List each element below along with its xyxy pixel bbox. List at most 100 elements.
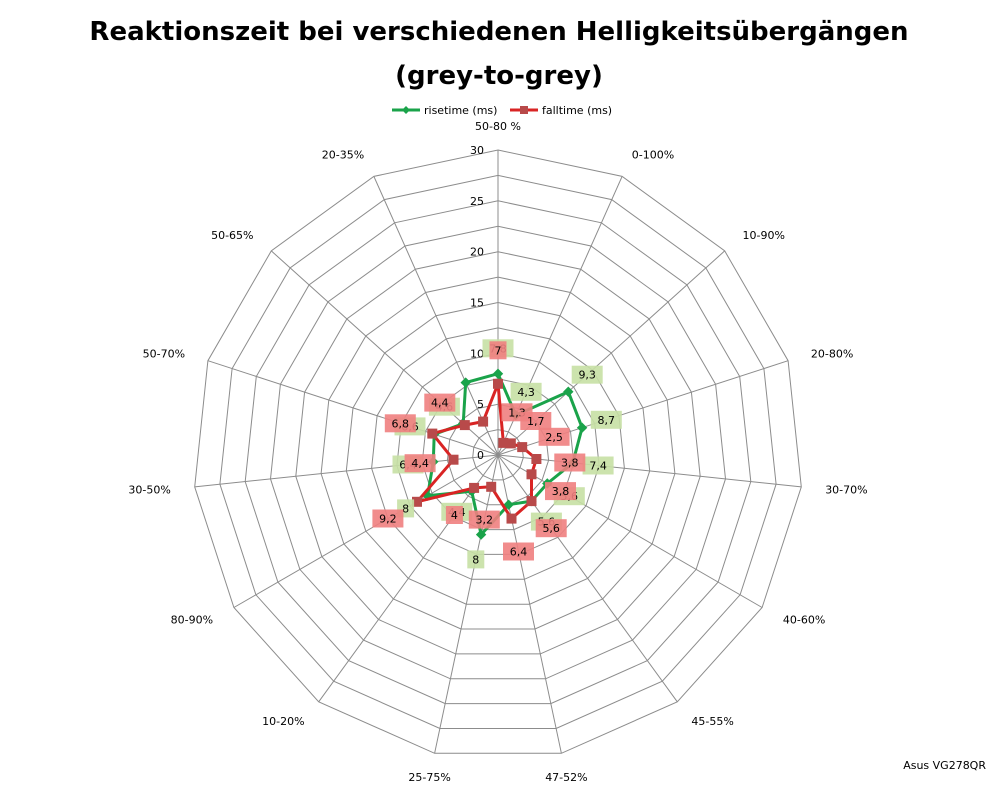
chart-title-line-1: Reaktionszeit bei verschiedenen Helligke… [89,17,909,47]
grid-spoke [497,454,802,488]
data-point-marker [492,368,504,379]
category-label: 45-55% [691,715,733,728]
data-label-bg [582,456,614,475]
category-label: 0-100% [632,148,674,161]
grid-ring [371,327,625,580]
grid-ring [396,352,600,555]
data-point-marker [506,513,517,524]
source-note: Asus VG278QR [903,759,986,772]
data-label: 5,6 [542,522,560,535]
data-label: 1,7 [527,415,545,428]
data-label: 9,3 [578,369,596,382]
radar-data-labels: 7,84,39,38,77,45,65,684,486,46,64,671,31… [372,339,622,569]
data-label-bg [467,550,485,569]
r-tick-label: 30 [470,144,484,157]
data-label-bg [424,393,456,412]
category-label: 80-90% [171,614,213,627]
data-label: 4,4 [411,457,429,470]
data-label-bg [489,341,507,360]
data-label-bg [503,542,534,561]
data-point-marker [448,454,459,465]
chart-title-line-2: (grey-to-grey) [395,61,603,91]
data-label: 6,4 [510,546,528,559]
legend-label: risetime (ms) [424,104,497,117]
data-point-marker [460,377,471,388]
category-label: 10-90% [743,229,785,242]
data-label-bg [554,453,586,472]
category-label: 50-70% [143,347,185,360]
category-label: 50-65% [211,229,253,242]
data-label: 9,2 [379,513,397,526]
data-label-bg [404,454,436,473]
category-label: 20-35% [322,148,364,161]
r-tick-label: 10 [470,347,484,360]
category-label: 30-70% [825,483,867,496]
data-point-marker [493,378,503,389]
legend: risetime (ms) falltime (ms) [392,104,612,117]
category-label: 30-50% [128,483,170,496]
category-label: 40-60% [783,614,825,627]
data-point-marker [531,454,542,464]
data-point-marker [486,481,497,492]
grid-spoke [497,454,678,703]
data-label: 8 [472,553,479,566]
data-label-bg [372,509,404,528]
grid-ring [244,200,752,705]
grid-ring [345,301,651,605]
data-label-bg [545,482,576,501]
data-label: 4 [451,509,458,522]
data-label-bg [571,365,603,384]
grid-spoke [207,360,499,456]
data-label: 4,4 [431,397,449,410]
data-label: 2,5 [545,431,563,444]
data-point-marker [563,386,574,397]
grid-spoke [318,454,499,703]
data-point-marker [475,529,487,540]
grid-ring [320,276,676,630]
data-label: 7 [495,344,502,357]
r-tick-label: 5 [477,398,484,411]
grid-ring [219,174,777,729]
data-point-marker [459,420,470,431]
data-label: 3,8 [561,457,579,470]
r-tick-label: 25 [470,195,484,208]
grid-spoke [373,176,499,456]
grid-spoke [194,454,499,488]
data-point-marker [505,438,516,449]
category-label: 20-80% [811,347,853,360]
grid-ring [269,225,727,680]
grid-spoke [233,454,499,608]
data-label: 8 [402,502,409,515]
category-label: 47-52% [545,771,587,784]
data-point-marker [517,442,528,453]
data-label-bg [468,510,500,529]
category-label: 50-80 % [475,120,521,133]
r-tick-label: 15 [470,297,484,310]
grid-spoke [497,454,763,608]
data-label-bg [535,519,567,538]
legend-label: falltime (ms) [542,104,612,117]
data-point-marker [478,416,489,427]
data-label-bg [590,410,622,429]
grid-ring [421,378,575,531]
data-label: 8,7 [598,414,616,427]
data-label: 6,8 [392,417,410,430]
data-label-bg [384,414,416,433]
category-label: 10-20% [262,715,304,728]
data-label: 3,2 [476,514,494,527]
category-label: 25-75% [408,771,450,784]
legend-swatch-marker [520,106,528,114]
data-point-marker [427,428,438,439]
grid-ring [194,149,802,754]
grid-spoke [434,454,499,754]
chart-title: Reaktionszeit bei verschiedenen Helligke… [0,10,998,98]
radar-grid: 0 5 10 15 20 25 30 50-80 % 0-100% 10-90% 20-80% 30-… [128,120,867,784]
data-label-bg [520,412,552,430]
r-tick-label: 20 [470,246,484,259]
data-point-marker [503,499,514,510]
data-point-marker [576,422,588,433]
data-label: 3,8 [552,485,570,498]
data-label-bg [538,427,570,446]
data-label-bg [445,506,463,524]
